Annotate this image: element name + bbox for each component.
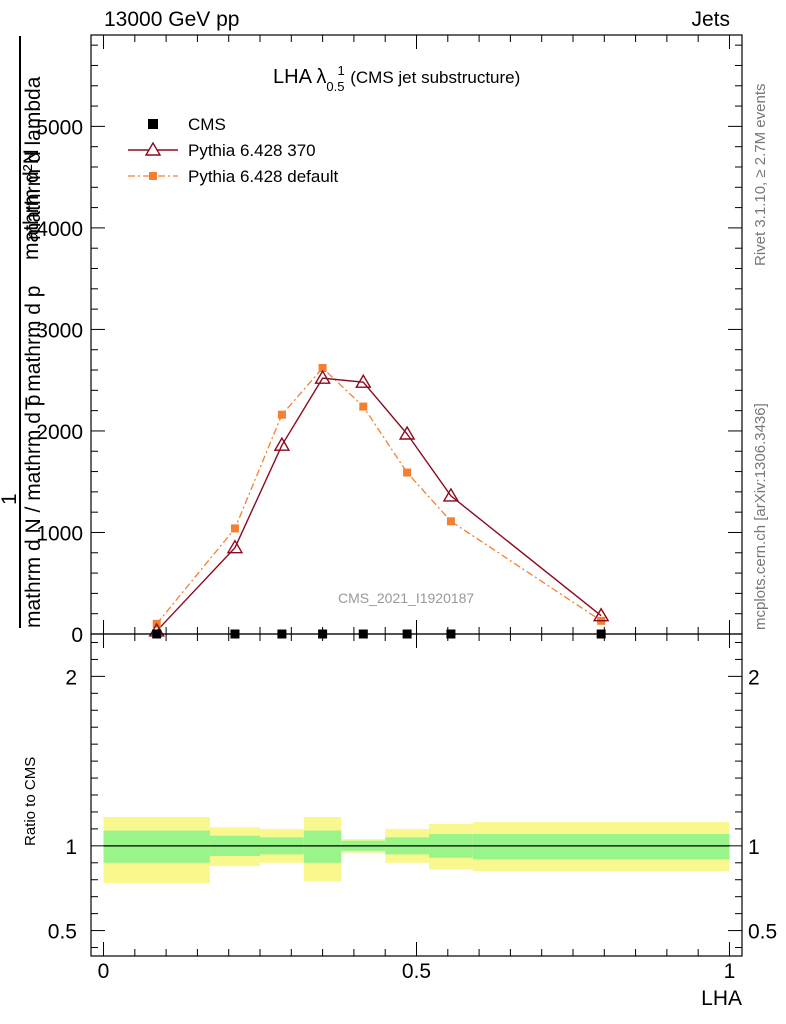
process-label: 13000 GeV pp (104, 8, 240, 31)
x-axis-label: LHA (701, 987, 742, 1010)
series-line-pythia-370 (156, 377, 602, 632)
y-tick-label: 2000 (36, 421, 83, 444)
legend-label: Pythia 6.428 370 (188, 141, 316, 160)
legend-marker-cms (148, 119, 158, 129)
x-tick-label: 1 (724, 960, 736, 983)
analysis-watermark: CMS_2021_I1920187 (338, 590, 475, 606)
point-pythia-default (277, 410, 286, 419)
ratio-tick-label: 1 (65, 836, 77, 859)
ratio-tick-label-right: 1 (748, 836, 760, 859)
y-tick-label: 3000 (36, 319, 83, 342)
point-pythia-default (359, 402, 368, 411)
point-pythia-370 (592, 607, 610, 622)
point-pythia-370 (355, 373, 372, 388)
point-pythia-370 (226, 539, 244, 554)
ratio-tick-label-right: 2 (748, 666, 760, 689)
point-pythia-370 (442, 487, 460, 502)
point-pythia-370 (314, 369, 331, 384)
title-suffix: (CMS jet substructure) (350, 68, 521, 87)
analysis-group-label: Jets (691, 8, 730, 31)
title-subscript: 0.5 (326, 79, 345, 94)
ratio-tick-label: 0.5 (48, 921, 77, 944)
y-tick-label: 1000 (36, 522, 83, 545)
point-pythia-370 (398, 425, 416, 440)
x-tick-label: 0 (98, 960, 110, 983)
plot-title: LHA λ0.51 (CMS jet substructure) (273, 63, 521, 94)
title-main: LHA λ (273, 66, 327, 88)
series-line-pythia-default (156, 367, 602, 625)
y-tick-label: 4000 (36, 218, 83, 241)
legend-marker-pythia-370 (144, 141, 162, 156)
main-panel (148, 364, 610, 639)
ratio-frame (90, 633, 743, 957)
ratio-stat-band (103, 830, 210, 863)
ratio-panel (103, 817, 730, 884)
ratio-stat-band (303, 830, 342, 863)
legend-label: CMS (188, 115, 226, 134)
legend-marker-pythia-default (149, 172, 157, 180)
y-label-fraction-bar (19, 36, 21, 628)
point-pythia-default (318, 364, 327, 373)
point-pythia-370 (273, 436, 291, 451)
title-superscript: 1 (337, 63, 345, 78)
legend-label: Pythia 6.428 default (188, 167, 339, 186)
legend: CMS Pythia 6.428 370 Pythia 6.428 default (128, 115, 339, 186)
point-pythia-default (403, 468, 412, 477)
x-tick-label: 0.5 (402, 960, 431, 983)
y-tick-label: 5000 (36, 116, 83, 139)
y-tick-label: 0 (71, 624, 83, 647)
point-pythia-default (446, 517, 455, 526)
ratio-tick-label: 2 (65, 666, 77, 689)
point-pythia-default (230, 524, 239, 533)
ratio-tick-label-right: 0.5 (748, 921, 777, 944)
ratio-stat-band (472, 833, 730, 860)
